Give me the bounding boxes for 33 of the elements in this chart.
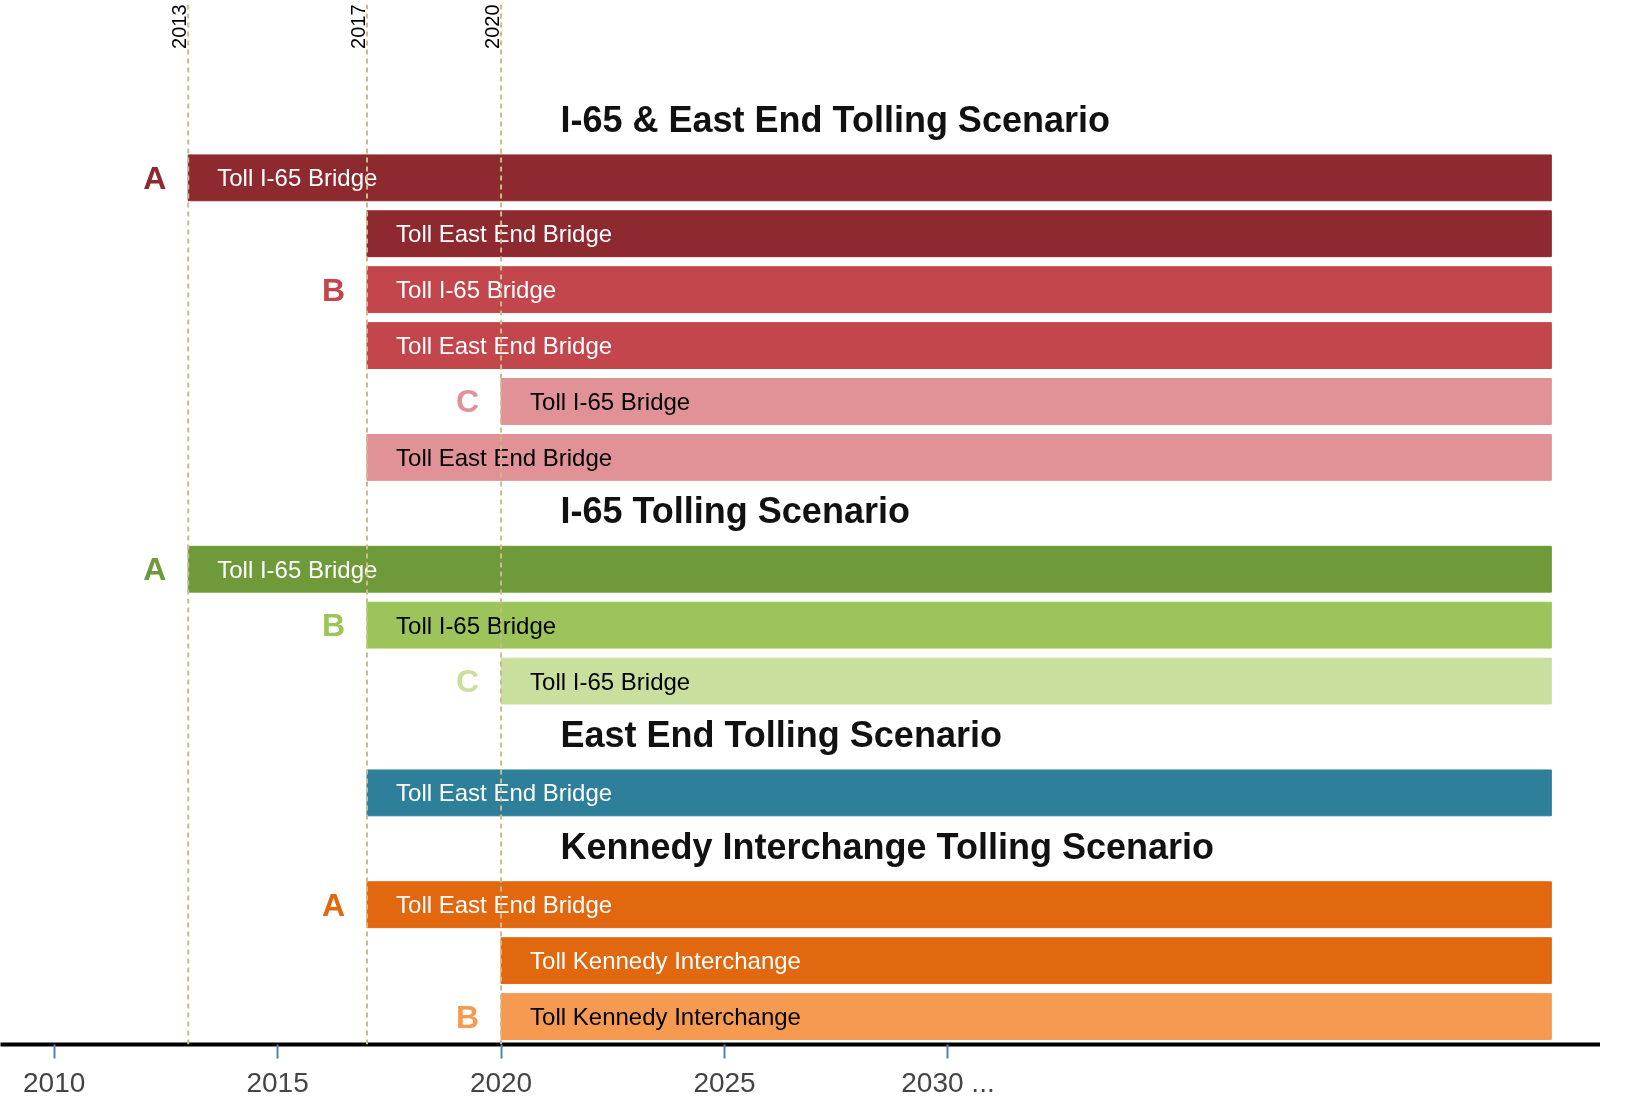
series-label: I-65 Tolling Scenario <box>560 490 910 532</box>
data-label: Toll East End Bridge <box>396 779 613 807</box>
x-tick-label: 2020 <box>469 1066 533 1098</box>
y-tick-label: B <box>321 271 346 308</box>
data-label: Toll East End Bridge <box>396 220 613 248</box>
data-label: Toll Kennedy Interchange <box>530 1003 801 1031</box>
y-tick-label: A <box>321 886 346 923</box>
y-tick-label: C <box>455 383 480 420</box>
data-label: Toll I-65 Bridge <box>217 164 378 192</box>
y-tick-label: B <box>455 998 480 1035</box>
series-label: I-65 & East End Tolling Scenario <box>560 98 1110 140</box>
data-label: Toll East End Bridge <box>396 443 613 471</box>
x-tick-label: 2030 ... <box>901 1066 995 1098</box>
series-label: East End Tolling Scenario <box>560 713 1002 755</box>
data-label: Toll Kennedy Interchange <box>530 947 801 975</box>
data-label: Toll East End Bridge <box>396 332 613 360</box>
y-tick-label: C <box>455 663 480 700</box>
y-tick-label: A <box>143 551 167 588</box>
y-tick-label: B <box>321 607 346 644</box>
data-label: Toll I-65 Bridge <box>217 555 378 583</box>
data-label: Toll East End Bridge <box>396 891 613 919</box>
data-label: Toll I-65 Bridge <box>530 387 691 415</box>
x-tick-label: 2025 <box>693 1066 756 1098</box>
ref-line-label: 2017 <box>346 4 369 49</box>
data-label: Toll I-65 Bridge <box>530 667 691 695</box>
data-label: Toll I-65 Bridge <box>396 276 557 304</box>
series-label: Kennedy Interchange Tolling Scenario <box>560 825 1214 867</box>
y-tick-label: A <box>143 159 167 196</box>
data-label: Toll I-65 Bridge <box>396 611 557 639</box>
ref-line-label: 2013 <box>168 4 191 49</box>
x-tick-label: 2015 <box>246 1066 309 1098</box>
x-tick-label: 2010 <box>22 1066 86 1098</box>
ref-line-label: 2020 <box>481 4 504 49</box>
